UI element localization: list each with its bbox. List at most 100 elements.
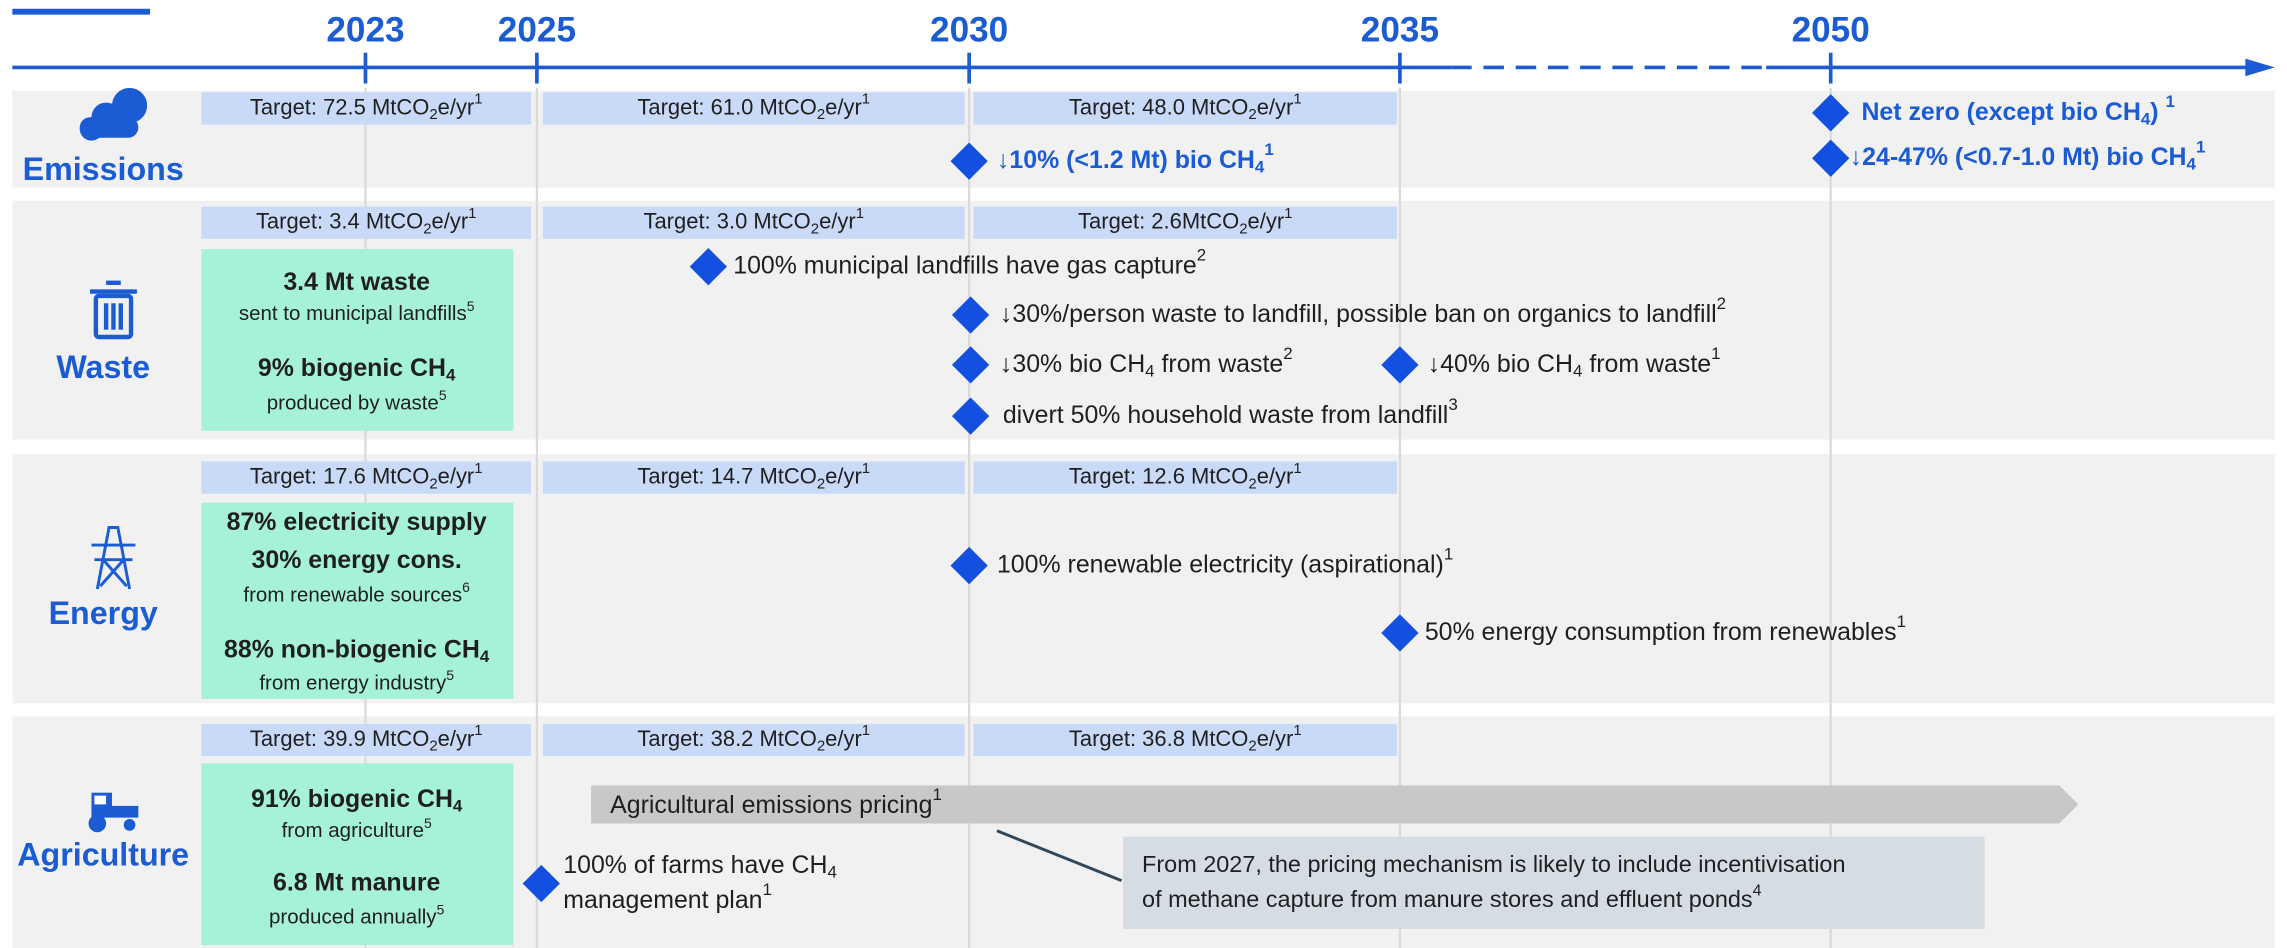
text-run: ↓24-47% (<0.7-1.0 Mt) bio CH bbox=[1850, 143, 2187, 171]
subscript: 4 bbox=[446, 366, 456, 385]
text-run: Agricultural emissions pricing bbox=[610, 790, 932, 818]
text-line: Target: 17.6 MtCO2e/yr1 bbox=[250, 460, 483, 492]
year-label: 2023 bbox=[326, 11, 404, 50]
milestone-diamond bbox=[522, 864, 560, 903]
text-run: e/yr bbox=[1248, 209, 1285, 234]
text-run: e/yr bbox=[1257, 94, 1294, 119]
text-line: Target: 61.0 MtCO2e/yr1 bbox=[637, 91, 870, 123]
text-line: 6.8 Mt manure bbox=[273, 868, 440, 896]
text-line: 91% biogenic CH4 bbox=[251, 785, 463, 816]
text-line: ↓24-47% (<0.7-1.0 Mt) bio CH41 bbox=[1850, 138, 2206, 174]
text-run: 30% energy cons. bbox=[252, 546, 462, 574]
text-run: 6.8 Mt manure bbox=[273, 868, 440, 896]
text-run: ↓40% bio CH bbox=[1428, 349, 1573, 377]
text-run: e/yr bbox=[1257, 463, 1294, 488]
supscript: 1 bbox=[862, 722, 870, 739]
supscript: 3 bbox=[1448, 396, 1457, 415]
supscript: 4 bbox=[1753, 883, 1762, 900]
text-line: Target: 39.9 MtCO2e/yr1 bbox=[250, 722, 483, 754]
text-run: from waste bbox=[1582, 349, 1711, 377]
row-label: Emissions bbox=[23, 151, 184, 187]
icon-cloud bbox=[79, 87, 148, 141]
milestone-diamond bbox=[951, 397, 990, 435]
text-line: of methane capture from manure stores an… bbox=[1142, 883, 1762, 912]
text-run: e/yr bbox=[438, 94, 475, 119]
text-run: e/yr bbox=[438, 463, 475, 488]
text-line: produced annually5 bbox=[269, 901, 445, 929]
text-line: 100% municipal landfills have gas captur… bbox=[733, 246, 1206, 279]
text-line: Net zero (except bio CH4) 1 bbox=[1861, 92, 2174, 128]
text-line: 88% non-biogenic CH4 bbox=[224, 635, 490, 666]
subscript: 4 bbox=[2187, 155, 2197, 174]
supscript: 2 bbox=[1197, 246, 1206, 265]
subscript: 2 bbox=[1248, 475, 1256, 492]
callout-connector bbox=[996, 829, 1123, 882]
text-line: ↓10% (<1.2 Mt) bio CH41 bbox=[997, 141, 1274, 177]
supscript: 1 bbox=[1444, 545, 1453, 564]
supscript: 1 bbox=[474, 91, 482, 108]
text-run: e/yr bbox=[825, 463, 862, 488]
supscript: 1 bbox=[2165, 92, 2174, 111]
text-line: from renewable sources6 bbox=[243, 579, 470, 607]
text-run: Target: 14.7 MtCO bbox=[637, 463, 816, 488]
target-box bbox=[973, 723, 1397, 757]
subscript: 2 bbox=[429, 106, 437, 123]
supscript: 1 bbox=[1711, 344, 1720, 363]
fact-box bbox=[201, 763, 514, 946]
target-box bbox=[201, 206, 532, 239]
supscript: 1 bbox=[1284, 205, 1292, 222]
supscript: 1 bbox=[763, 881, 772, 900]
text-run: Target: 2.6MtCO bbox=[1078, 209, 1239, 234]
year-label: 2035 bbox=[1361, 11, 1439, 50]
year-label: 2030 bbox=[930, 11, 1008, 50]
text-line: produced by waste5 bbox=[267, 387, 447, 415]
target-box bbox=[973, 461, 1397, 494]
supscript: 1 bbox=[1293, 91, 1301, 108]
subscript: 2 bbox=[1248, 737, 1256, 754]
subscript: 4 bbox=[480, 648, 490, 667]
milestone-diamond bbox=[950, 546, 988, 585]
text-line: Agricultural emissions pricing1 bbox=[610, 785, 942, 818]
text-line: Target: 36.8 MtCO2e/yr1 bbox=[1069, 722, 1302, 754]
text-run: Target: 38.2 MtCO bbox=[637, 726, 816, 751]
text-run: e/yr bbox=[1257, 726, 1294, 751]
supscript: 1 bbox=[1293, 460, 1301, 477]
text-line: Target: 48.0 MtCO2e/yr1 bbox=[1069, 91, 1302, 123]
text-run: 50% energy consumption from renewables bbox=[1425, 618, 1897, 646]
text-line: 30% energy cons. bbox=[252, 546, 462, 574]
text-run: 88% non-biogenic CH bbox=[224, 635, 480, 663]
supscript: 1 bbox=[862, 91, 870, 108]
target-box bbox=[542, 92, 965, 125]
text-line: ↓30% bio CH4 from waste2 bbox=[1000, 344, 1293, 380]
subscript: 4 bbox=[453, 797, 463, 816]
subscript: 2 bbox=[817, 106, 825, 123]
text-line: Target: 3.0 MtCO2e/yr1 bbox=[643, 205, 864, 237]
supscript: 1 bbox=[932, 785, 941, 804]
supscript: 5 bbox=[467, 298, 475, 314]
subscript: 4 bbox=[1145, 362, 1154, 381]
milestone-diamond bbox=[951, 346, 990, 384]
axis-arrow bbox=[2245, 58, 2275, 77]
supscript: 2 bbox=[1283, 344, 1292, 363]
supscript: 1 bbox=[1897, 612, 1906, 631]
subscript: 2 bbox=[429, 475, 437, 492]
subscript: 2 bbox=[1239, 220, 1247, 237]
text-run: Target: 36.8 MtCO bbox=[1069, 726, 1248, 751]
text-run: from waste bbox=[1155, 349, 1284, 377]
text-line: From 2027, the pricing mechanism is like… bbox=[1142, 851, 1845, 877]
subscript: 4 bbox=[828, 863, 837, 882]
text-run: 91% biogenic CH bbox=[251, 785, 453, 813]
text-run: 3.4 Mt waste bbox=[283, 267, 430, 295]
year-label: 2025 bbox=[498, 11, 576, 50]
supscript: 1 bbox=[856, 205, 864, 222]
text-line: Target: 12.6 MtCO2e/yr1 bbox=[1069, 460, 1302, 492]
supscript: 1 bbox=[2196, 138, 2205, 157]
text-run: e/yr bbox=[825, 726, 862, 751]
text-run: ) bbox=[2150, 97, 2165, 125]
supscript: 5 bbox=[424, 815, 432, 831]
subscript: 2 bbox=[817, 475, 825, 492]
target-box bbox=[542, 723, 965, 757]
text-line: 3.4 Mt waste bbox=[283, 267, 430, 295]
supscript: 6 bbox=[462, 579, 470, 595]
target-box bbox=[973, 92, 1397, 125]
